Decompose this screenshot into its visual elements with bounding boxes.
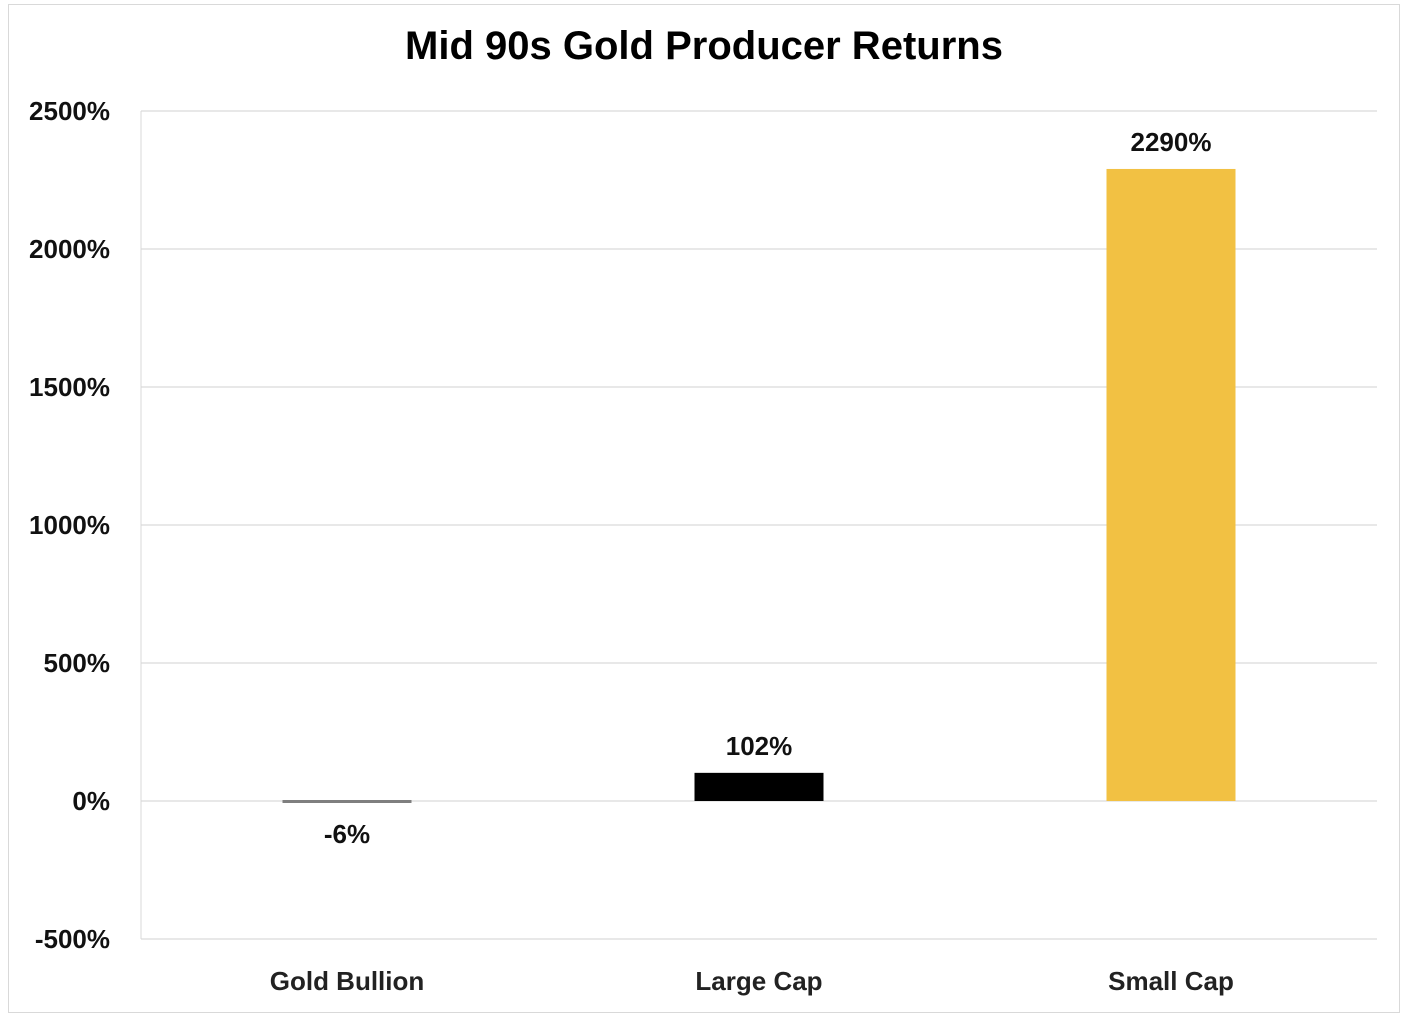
y-tick-label: 1500% — [29, 372, 110, 402]
y-tick-label: 2000% — [29, 234, 110, 264]
x-category-label: Small Cap — [1108, 966, 1234, 996]
data-label: 102% — [726, 731, 793, 761]
y-tick-label: 500% — [44, 648, 111, 678]
data-label: 2290% — [1131, 127, 1212, 157]
y-tick-label: 1000% — [29, 510, 110, 540]
bar-gold-bullion — [282, 800, 412, 803]
bar-small-cap — [1106, 168, 1236, 801]
chart-title: Mid 90s Gold Producer Returns — [405, 24, 1003, 68]
y-tick-label: -500% — [35, 924, 110, 954]
data-label: -6% — [324, 819, 370, 849]
x-category-label: Large Cap — [695, 966, 822, 996]
bar-large-cap — [694, 772, 824, 801]
chart-frame — [8, 4, 1400, 1013]
y-tick-label: 2500% — [29, 96, 110, 126]
y-tick-label: 0% — [72, 786, 110, 816]
x-category-label: Gold Bullion — [270, 966, 425, 996]
